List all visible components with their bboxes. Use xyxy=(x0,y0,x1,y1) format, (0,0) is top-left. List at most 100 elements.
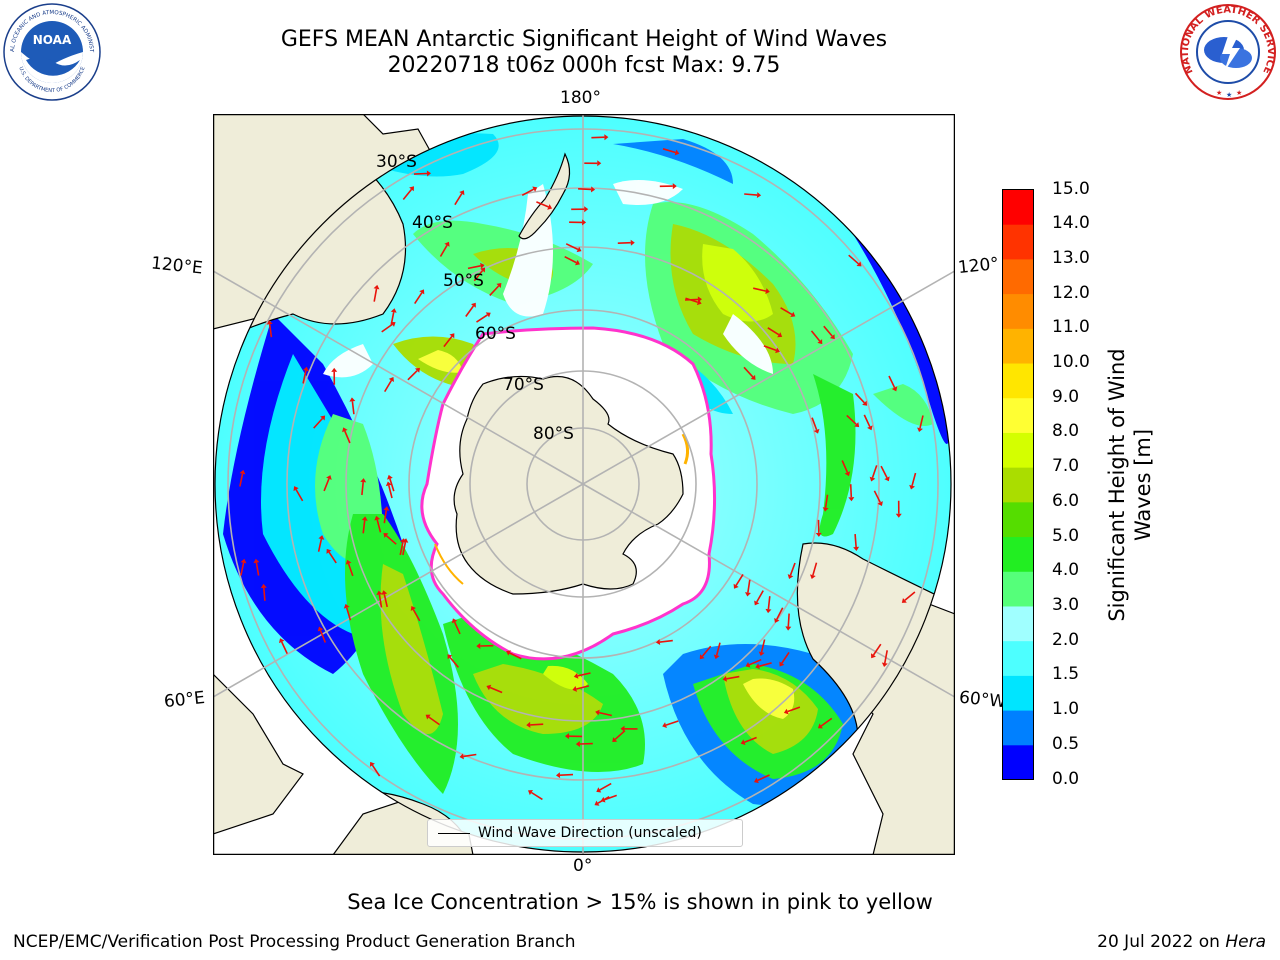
wind-arrow-head xyxy=(444,241,450,247)
wind-arrow xyxy=(439,244,448,257)
wind-arrow-head xyxy=(817,339,823,345)
wind-arrow xyxy=(413,172,428,175)
wind-arrow-head xyxy=(817,723,823,729)
wind-arrow-head xyxy=(419,289,425,295)
colorbar-tick-label: 6.0 xyxy=(1052,490,1080,511)
wind-arrow-head xyxy=(881,662,888,668)
wind-arrow-head xyxy=(853,546,860,551)
wind-arrow-head xyxy=(777,332,783,338)
wind-arrow-head xyxy=(496,283,502,288)
wind-arrow-head xyxy=(402,538,409,543)
wind-arrow-head xyxy=(373,284,380,290)
wind-arrow xyxy=(715,642,721,656)
wind-arrow xyxy=(614,730,626,740)
lon-label-180: 180° xyxy=(560,88,601,108)
wind-arrow xyxy=(449,656,460,668)
wind-arrow-head xyxy=(612,737,618,743)
legend-label: Wind Wave Direction (unscaled) xyxy=(478,825,702,841)
wind-arrow-head xyxy=(345,559,352,565)
wind-arrow-head xyxy=(302,366,309,372)
colorbar-cell xyxy=(1002,258,1034,295)
wind-arrow xyxy=(302,370,307,384)
colorbar-tick-label: 9.0 xyxy=(1052,386,1080,407)
wind-arrow-head xyxy=(775,347,780,354)
wind-arrow xyxy=(753,287,767,292)
wind-arrow-head xyxy=(909,484,915,490)
wind-arrow-head xyxy=(779,661,785,667)
footer-credit: NCEP/EMC/Verification Post Processing Pr… xyxy=(13,932,576,952)
colorbar-tick-label: 2.0 xyxy=(1052,629,1080,650)
wind-arrow-head xyxy=(674,149,680,156)
wind-arrow-head xyxy=(672,183,677,190)
wind-arrow xyxy=(489,686,503,694)
wind-arrow xyxy=(373,288,378,302)
wind-arrow xyxy=(735,573,744,586)
wind-arrow xyxy=(521,188,535,197)
wind-arrow xyxy=(465,305,475,317)
wind-arrow-head xyxy=(343,603,350,609)
wind-arrow-head xyxy=(376,590,383,596)
colorbar-cell xyxy=(1002,328,1034,364)
wind-arrow xyxy=(473,270,484,282)
wind-arrow-head xyxy=(239,469,246,475)
wind-arrow-head xyxy=(573,672,579,679)
lat-label-70s: 70°S xyxy=(503,375,544,395)
wind-arrow-head xyxy=(414,367,420,373)
wind-arrow xyxy=(319,630,327,643)
wind-arrow-head xyxy=(901,598,907,603)
wind-arrow xyxy=(295,489,304,502)
wind-arrow xyxy=(414,292,423,305)
wind-arrow xyxy=(263,587,266,601)
wind-arrow xyxy=(756,590,764,603)
wind-arrow-head xyxy=(662,722,667,728)
colorbar-tick-label: 0.5 xyxy=(1052,733,1080,754)
colorbar-cell xyxy=(1002,397,1034,433)
wind-arrow-head xyxy=(449,333,455,339)
wind-arrow-head xyxy=(815,532,822,537)
wind-arrow xyxy=(402,542,407,556)
wind-arrow-head xyxy=(266,320,273,325)
wind-arrow-head xyxy=(765,288,770,294)
wind-arrow xyxy=(604,794,617,801)
wind-arrow xyxy=(577,672,591,677)
wind-arrow-head xyxy=(630,239,635,246)
wind-arrow-head xyxy=(342,427,348,433)
wind-arrow xyxy=(576,685,590,690)
wind-arrow-head xyxy=(822,507,829,512)
wind-arrow-head xyxy=(754,600,760,606)
wind-arrow xyxy=(351,401,355,415)
wind-arrow xyxy=(787,613,790,627)
wind-arrow-head xyxy=(253,558,260,564)
wind-arrow-head xyxy=(572,686,577,692)
wind-arrow xyxy=(763,345,777,352)
wind-arrow xyxy=(323,478,330,492)
wind-arrow xyxy=(767,327,780,336)
wind-arrow xyxy=(428,716,440,726)
wind-arrow-head xyxy=(758,651,765,657)
svg-text:★: ★ xyxy=(1226,91,1232,99)
wind-arrow-head xyxy=(326,475,332,480)
wind-arrow xyxy=(787,706,801,713)
wind-arrow-head xyxy=(425,714,431,720)
wind-arrow xyxy=(919,415,924,429)
chart-title: GEFS MEAN Antarctic Significant Height o… xyxy=(280,27,888,52)
wind-arrow-head xyxy=(385,481,392,487)
wind-arrow-head xyxy=(532,186,538,192)
wind-arrow-head xyxy=(848,497,855,502)
wind-arrow-head xyxy=(620,725,625,732)
wind-arrow xyxy=(489,285,500,296)
wind-arrow-head xyxy=(410,606,416,611)
wind-arrow xyxy=(591,136,605,139)
wind-arrow-head xyxy=(594,800,600,806)
wind-arrow xyxy=(776,607,784,620)
colorbar-cell xyxy=(1002,675,1034,711)
wind-arrow xyxy=(565,243,579,251)
wind-arrow xyxy=(744,736,757,743)
lat-label-40s: 40°S xyxy=(412,213,453,233)
wind-arrow xyxy=(317,538,323,552)
wind-arrow xyxy=(758,662,772,668)
wind-arrow xyxy=(384,379,393,393)
wind-arrow xyxy=(362,520,366,534)
wind-arrow xyxy=(598,711,612,717)
wind-arrow xyxy=(849,484,853,498)
